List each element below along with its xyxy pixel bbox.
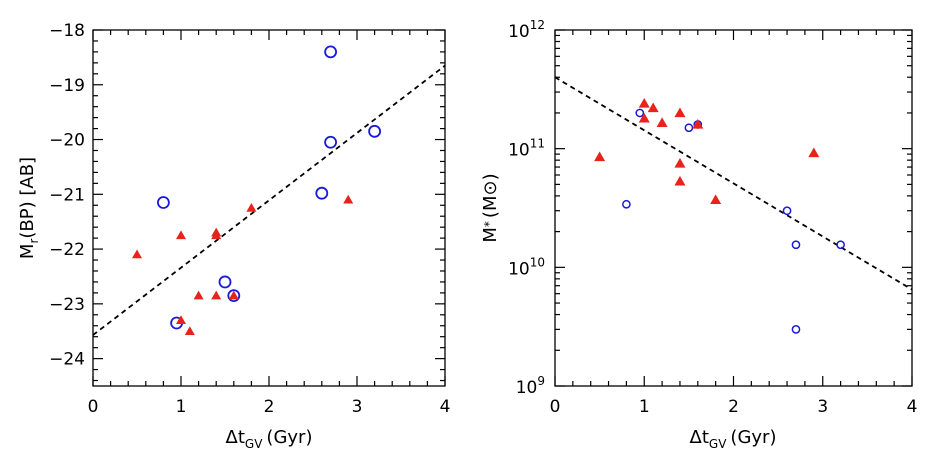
x-tick-label: 2	[728, 397, 739, 417]
data-point-triangle	[343, 194, 354, 204]
data-point-circle	[324, 45, 338, 59]
data-point-triangle	[638, 98, 650, 108]
data-point-circle	[684, 123, 694, 133]
data-point-triangle	[228, 290, 239, 300]
y-tick-label: −22	[49, 240, 85, 260]
right-chart: 0 1 2 3 4 109 1010 1011 1012 ΔtGV (Gyr) M*(M⊙)	[480, 18, 917, 451]
data-point-triangle	[193, 290, 204, 300]
x-tick-label: 2	[264, 397, 275, 417]
left-data-points	[132, 45, 382, 335]
right-data-points	[594, 98, 845, 334]
right-y-axis-label: M*(M⊙)	[480, 173, 501, 242]
data-point-triangle	[132, 249, 142, 259]
data-point-triangle	[674, 157, 686, 168]
right-plot-frame	[554, 29, 913, 387]
data-point-triangle	[176, 230, 186, 240]
x-tick-label: 4	[907, 397, 918, 417]
data-point-circle	[368, 124, 382, 138]
data-point-circle	[782, 206, 792, 216]
x-tick-label: 3	[817, 397, 828, 417]
left-y-axis-label: Mr(BP) [AB]	[17, 157, 41, 259]
left-fit-line	[92, 64, 446, 336]
left-tick-marks	[92, 29, 446, 386]
data-point-triangle	[692, 118, 704, 129]
right-fit-line	[554, 76, 913, 291]
data-point-circle	[227, 289, 241, 303]
data-point-circle	[635, 108, 645, 118]
x-tick-label: 0	[88, 397, 99, 417]
y-tick-label: −18	[49, 21, 85, 41]
y-tick-label: 1010	[508, 255, 545, 279]
data-point-triangle	[184, 326, 195, 335]
right-y-tick-labels: 109 1010 1011 1012	[508, 18, 545, 398]
x-tick-label: 4	[440, 397, 451, 417]
y-tick-label: −24	[49, 350, 85, 370]
y-tick-label: 109	[516, 374, 545, 398]
left-chart: 0 1 2 3 4 −18 −19 −20 −21 −22 −23 −24 ΔtGV (Gyr) Mr…	[17, 21, 450, 451]
data-point-triangle	[808, 147, 820, 158]
data-point-circle	[156, 196, 170, 209]
left-plot-frame	[92, 29, 446, 387]
data-point-circle	[791, 325, 801, 334]
right-tick-marks	[554, 29, 913, 387]
x-tick-label: 0	[550, 397, 561, 417]
x-tick-label: 1	[639, 397, 650, 417]
data-point-triangle	[176, 315, 186, 325]
data-point-circle	[622, 199, 631, 209]
left-x-tick-labels: 0 1 2 3 4	[88, 397, 451, 417]
x-tick-label: 1	[176, 397, 187, 417]
y-tick-label: −20	[49, 131, 85, 151]
data-point-triangle	[594, 151, 606, 162]
x-tick-label: 3	[352, 397, 363, 417]
left-x-axis-label: ΔtGV (Gyr)	[226, 427, 313, 451]
y-tick-label: −19	[49, 76, 85, 96]
data-point-circle	[791, 240, 801, 250]
data-point-circle	[218, 275, 232, 289]
data-point-circle	[836, 240, 845, 250]
data-point-triangle	[638, 112, 650, 123]
data-point-triangle	[647, 102, 659, 113]
right-x-axis-label: ΔtGV (Gyr)	[690, 427, 777, 451]
y-tick-label: −23	[49, 295, 85, 315]
data-point-triangle	[710, 194, 722, 205]
data-point-triangle	[211, 230, 222, 240]
data-point-circle	[315, 186, 329, 200]
data-point-triangle	[674, 175, 686, 186]
y-tick-label: −21	[49, 185, 85, 205]
right-x-tick-labels: 0 1 2 3 4	[550, 397, 918, 417]
y-tick-label: 1011	[508, 137, 545, 161]
y-tick-label: 1012	[508, 18, 545, 42]
data-point-triangle	[211, 290, 222, 300]
left-y-tick-labels: −18 −19 −20 −21 −22 −23 −24	[49, 21, 85, 370]
data-point-triangle	[656, 117, 668, 127]
data-point-triangle	[246, 203, 257, 212]
data-point-circle	[324, 135, 338, 149]
data-point-triangle	[674, 107, 686, 118]
